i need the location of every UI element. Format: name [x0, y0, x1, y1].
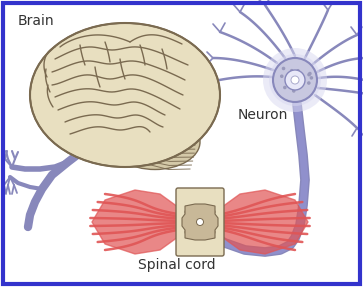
Polygon shape — [92, 190, 178, 254]
Ellipse shape — [185, 207, 199, 217]
Circle shape — [280, 74, 284, 78]
Circle shape — [296, 83, 299, 86]
Ellipse shape — [185, 227, 199, 237]
Ellipse shape — [201, 207, 215, 217]
Circle shape — [307, 81, 311, 85]
Circle shape — [269, 54, 321, 106]
Ellipse shape — [30, 23, 220, 167]
Circle shape — [296, 69, 300, 73]
Circle shape — [290, 69, 294, 73]
FancyBboxPatch shape — [191, 215, 209, 229]
Circle shape — [282, 67, 285, 70]
Circle shape — [196, 218, 204, 226]
Text: Brain: Brain — [18, 14, 54, 28]
Text: Spinal cord: Spinal cord — [138, 258, 216, 272]
Circle shape — [295, 75, 299, 78]
Circle shape — [290, 81, 294, 84]
Circle shape — [285, 70, 305, 90]
Circle shape — [291, 76, 299, 84]
Circle shape — [273, 58, 317, 102]
Circle shape — [307, 73, 311, 76]
Circle shape — [263, 48, 327, 112]
Circle shape — [310, 76, 313, 80]
Circle shape — [290, 81, 293, 85]
Circle shape — [292, 89, 295, 93]
Ellipse shape — [201, 227, 215, 237]
Ellipse shape — [110, 115, 200, 170]
Circle shape — [308, 72, 312, 75]
Circle shape — [283, 86, 287, 89]
Circle shape — [291, 80, 294, 83]
Polygon shape — [182, 204, 218, 240]
Circle shape — [295, 74, 299, 77]
Text: Neuron: Neuron — [238, 108, 288, 122]
FancyBboxPatch shape — [176, 188, 224, 256]
Circle shape — [291, 71, 295, 75]
Polygon shape — [222, 190, 308, 254]
Circle shape — [287, 75, 291, 79]
